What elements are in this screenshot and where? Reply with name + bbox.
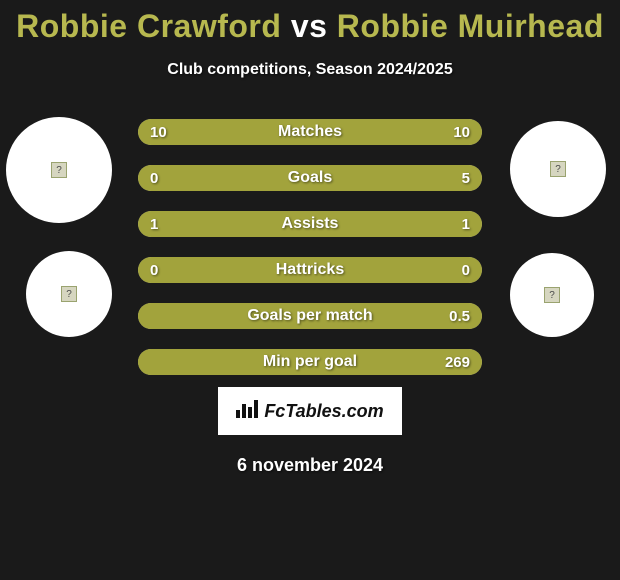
stat-row: 05Goals bbox=[138, 165, 482, 191]
stat-label: Matches bbox=[138, 119, 482, 145]
placeholder-icon: ? bbox=[544, 287, 560, 303]
stat-label: Goals bbox=[138, 165, 482, 191]
chart-area: ? ? ? ? 1010Matches 05Goals 11Assists 00Hat… bbox=[0, 117, 620, 377]
subtitle: Club competitions, Season 2024/2025 bbox=[0, 61, 620, 79]
placeholder-icon: ? bbox=[51, 162, 67, 178]
logo-text: FcTables.com bbox=[264, 401, 383, 422]
date-text: 6 november 2024 bbox=[0, 455, 620, 476]
stat-row: 11Assists bbox=[138, 211, 482, 237]
stat-row: 0.5Goals per match bbox=[138, 303, 482, 329]
player2-name: Robbie Muirhead bbox=[337, 8, 604, 44]
stat-label: Min per goal bbox=[138, 349, 482, 375]
stat-bars: 1010Matches 05Goals 11Assists 00Hattricks 0.… bbox=[138, 119, 482, 395]
stat-row: 269Min per goal bbox=[138, 349, 482, 375]
page-title: Robbie Crawford vs Robbie Muirhead bbox=[0, 0, 620, 45]
player1-name: Robbie Crawford bbox=[16, 8, 281, 44]
stat-label: Goals per match bbox=[138, 303, 482, 329]
stat-label: Hattricks bbox=[138, 257, 482, 283]
avatar-top-right: ? bbox=[510, 121, 606, 217]
placeholder-icon: ? bbox=[61, 286, 77, 302]
avatar-top-left: ? bbox=[6, 117, 112, 223]
stat-row: 00Hattricks bbox=[138, 257, 482, 283]
stat-label: Assists bbox=[138, 211, 482, 237]
vs-text: vs bbox=[281, 8, 336, 44]
placeholder-icon: ? bbox=[550, 161, 566, 177]
avatar-bottom-left: ? bbox=[26, 251, 112, 337]
stat-row: 1010Matches bbox=[138, 119, 482, 145]
avatar-bottom-right: ? bbox=[510, 253, 594, 337]
bars-icon bbox=[236, 400, 258, 423]
